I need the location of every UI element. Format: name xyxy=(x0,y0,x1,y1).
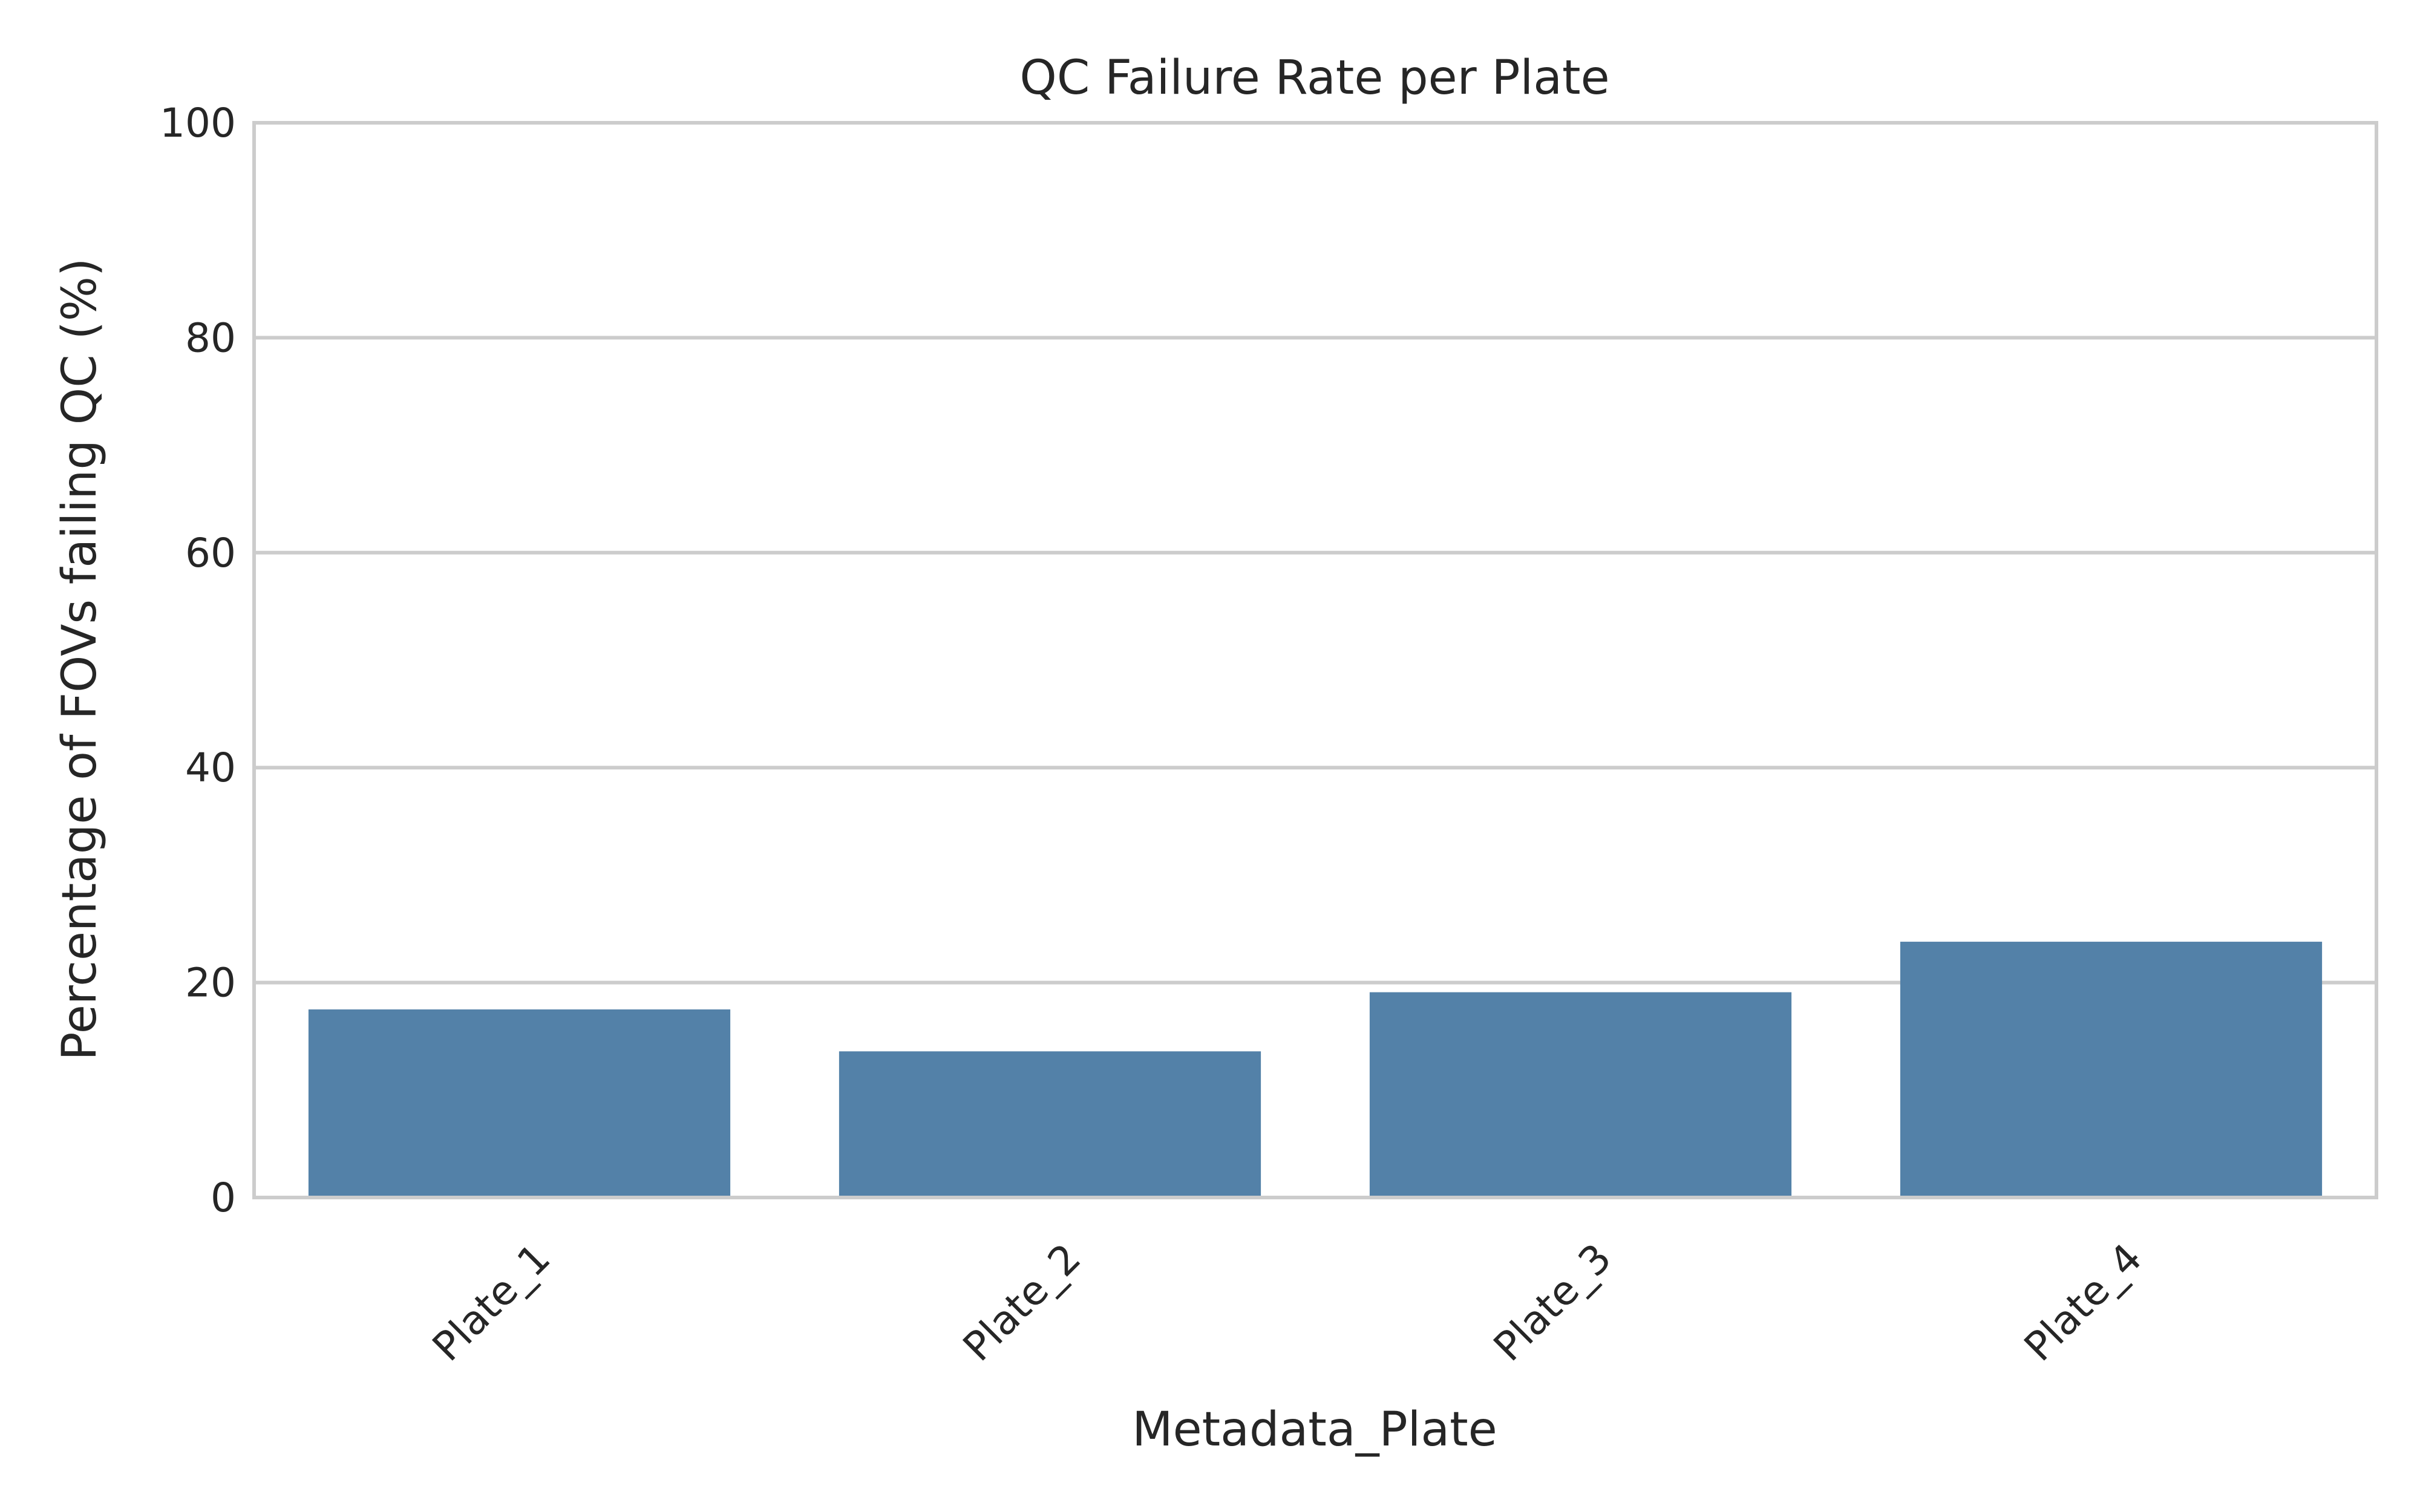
y-tick-label: 80 xyxy=(185,314,236,361)
y-tick-label: 40 xyxy=(185,745,236,791)
bar-plate-2 xyxy=(839,1051,1261,1198)
chart-title: QC Failure Rate per Plate xyxy=(1019,51,1609,105)
y-tick-label: 60 xyxy=(185,530,236,576)
bar-plate-4 xyxy=(1900,942,2323,1198)
y-tick-label: 0 xyxy=(211,1175,236,1221)
y-axis-label: Percentage of FOVs failing QC (%) xyxy=(53,258,107,1061)
y-tick-label: 100 xyxy=(160,100,236,146)
x-axis-label: Metadata_Plate xyxy=(1132,1403,1497,1457)
bar-plate-3 xyxy=(1369,992,1792,1198)
y-tick-label: 20 xyxy=(185,960,236,1006)
bars xyxy=(308,942,2323,1198)
bar-plate-1 xyxy=(308,1009,731,1198)
plot-area-frame xyxy=(252,121,2378,1199)
y-axis-ticks: 0 20 40 60 80 100 xyxy=(160,100,236,1221)
